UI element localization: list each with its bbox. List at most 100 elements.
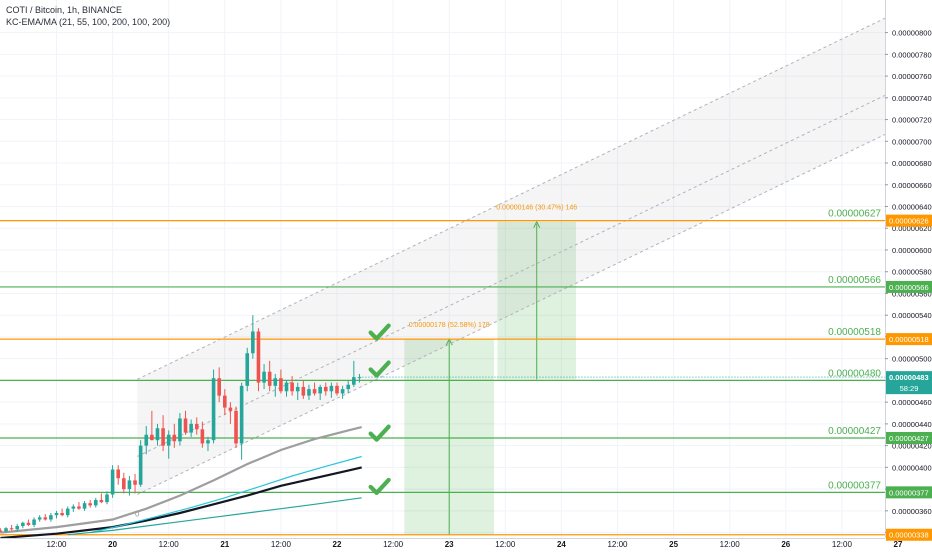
candle-46	[256, 328, 261, 392]
time-tick-label-11: 25	[669, 540, 678, 549]
candle-body-17	[93, 499, 98, 506]
candle-body-51	[284, 382, 289, 392]
candle-body-50	[279, 378, 283, 392]
measure-label-1: 0.00000146 (30.47%) 146	[496, 205, 577, 212]
grid-lines	[0, 0, 899, 538]
candle-13	[71, 504, 76, 512]
time-axis[interactable]: 12:00 20 12:00 21 12:00 22 12:00 23 12:00 24 12:00…	[0, 538, 903, 550]
price-tick-label-14: 0.00000620	[892, 224, 932, 233]
time-tick-label-6: 12:00	[383, 540, 404, 549]
horizontal-levels: 0.00000627 0.00000566 0.00000518 0.00000480…	[0, 209, 885, 536]
candle-body-57	[318, 386, 322, 394]
level-tag-5: 0.00000377	[889, 488, 929, 497]
level-tag-bg-4	[886, 432, 932, 445]
level-tag-bg-1	[886, 280, 932, 293]
candle-body-26	[144, 434, 149, 446]
candle-body-44	[245, 353, 250, 386]
candle-27	[150, 410, 154, 441]
candle-25	[138, 440, 143, 487]
price-tick-label-15: 0.00000640	[892, 203, 932, 212]
candle-21	[116, 465, 121, 485]
time-tick-label-14: 12:00	[832, 540, 853, 549]
candle-53	[295, 382, 300, 400]
measure-label-0: 0.00000178 (52.58%) 178	[409, 322, 490, 329]
symbol-title: COTI / Bitcoin, 1h, BINANCE	[6, 5, 123, 15]
candle-body-33	[183, 418, 188, 433]
candle-body-18	[99, 499, 104, 503]
candle-57	[318, 384, 322, 400]
price-tick-label-22: 0.00000780	[892, 50, 932, 59]
price-tick-label-8: 0.00000500	[892, 355, 932, 364]
candle-9	[49, 513, 53, 522]
moving-averages	[0, 426, 362, 540]
candle-body-6	[32, 519, 36, 525]
current-price-tag-bg	[886, 371, 932, 395]
candle-50	[279, 369, 283, 394]
ma-line-1	[0, 466, 362, 540]
candle-15	[82, 501, 87, 511]
level-tag-bg-0	[886, 214, 932, 227]
candle-body-37	[206, 440, 210, 444]
candle-body-16	[88, 503, 92, 506]
candle-42	[234, 406, 238, 448]
candle-33	[183, 410, 188, 435]
candle-body-8	[43, 517, 48, 520]
candlesticks	[0, 315, 362, 533]
candle-body-28	[155, 428, 160, 441]
candle-body-12	[65, 508, 70, 516]
candle-body-36	[200, 429, 205, 444]
ma-line-2	[90, 455, 362, 534]
candle-5	[26, 519, 31, 527]
candle-body-53	[295, 386, 300, 392]
candle-34	[189, 419, 193, 437]
candle-body-45	[251, 331, 255, 354]
candle-40	[223, 389, 227, 416]
time-tick-label-9: 24	[557, 540, 566, 549]
candle-36	[200, 421, 205, 448]
candle-body-63	[352, 377, 356, 385]
candle-body-49	[273, 378, 278, 386]
price-tick-label-12: 0.00000580	[892, 268, 932, 277]
candle-37	[206, 436, 210, 452]
checkmark-1	[368, 360, 391, 378]
candle-55	[307, 384, 311, 400]
time-tick-label-2: 12:00	[159, 540, 180, 549]
candle-body-35	[194, 423, 199, 430]
candle-body-0	[0, 530, 3, 532]
candle-body-38	[211, 378, 216, 441]
time-tick-label-4: 12:00	[271, 540, 292, 549]
level-tag-bg-6	[886, 528, 932, 541]
parallel-channel	[137, 6, 910, 495]
price-tick-label-16: 0.00000660	[892, 181, 932, 190]
candle-body-61	[340, 389, 345, 394]
candle-body-52	[290, 382, 294, 392]
candle-47	[262, 364, 266, 390]
candle-60	[335, 382, 339, 396]
candle-body-7	[37, 517, 42, 520]
candle-2	[9, 524, 14, 531]
candle-30	[166, 430, 171, 459]
level-label-1: 0.00000566	[828, 275, 881, 286]
time-tick-label-1: 20	[108, 540, 117, 549]
measurement-zones: 0.00000178 (52.58%) 178 0.00000146 (30.47…	[135, 205, 577, 535]
level-label-4: 0.00000427	[828, 426, 881, 437]
candle-body-14	[77, 506, 81, 509]
candle-body-20	[110, 469, 115, 495]
price-axis[interactable]: 0.000003400.000003600.000003800.00000400…	[359, 0, 932, 550]
chart-legend: COTI / Bitcoin, 1h, BINANCE KC-EMA/MA (2…	[6, 4, 170, 28]
candle-26	[144, 426, 149, 455]
candle-body-54	[301, 386, 306, 396]
candle-body-11	[60, 513, 64, 516]
candle-body-39	[217, 378, 221, 396]
candle-body-55	[307, 389, 311, 396]
time-tick-label-8: 12:00	[495, 540, 516, 549]
candle-29	[161, 415, 165, 452]
candle-1	[4, 527, 8, 533]
time-tick-label-10: 12:00	[607, 540, 628, 549]
candle-8	[43, 514, 48, 521]
channel-fill	[137, 6, 910, 495]
candle-11	[60, 508, 64, 517]
channel-middle-line	[137, 83, 910, 457]
